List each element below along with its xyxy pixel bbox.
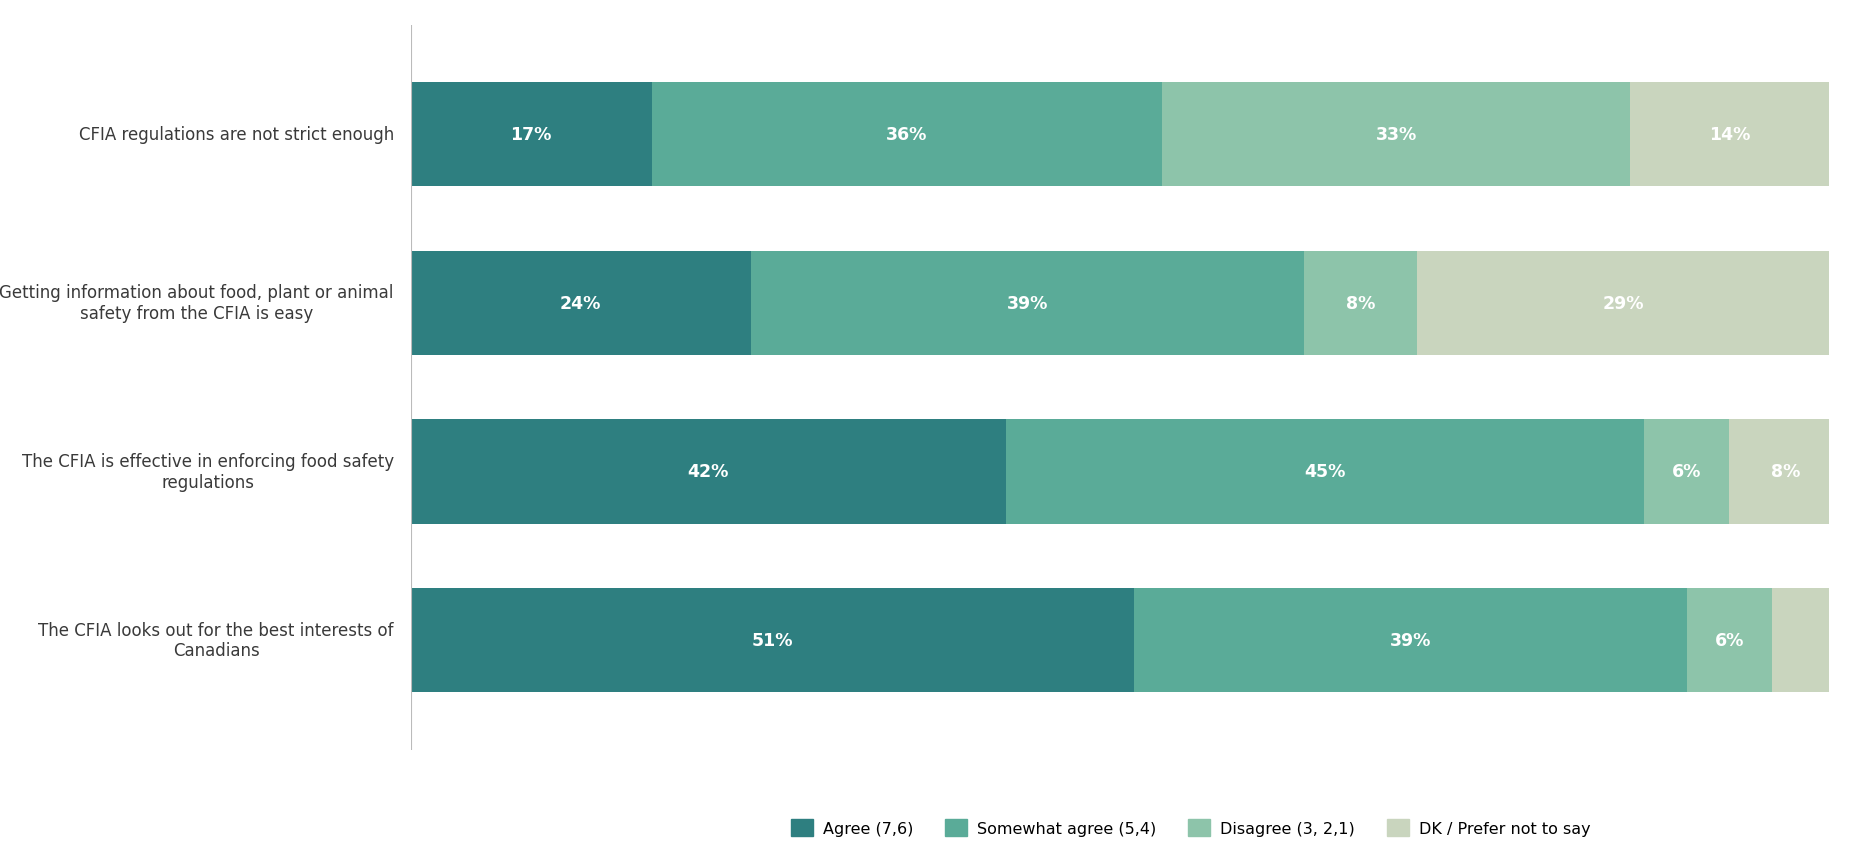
Text: 29%: 29% — [1603, 295, 1644, 313]
Text: 39%: 39% — [1008, 295, 1049, 313]
Bar — [1418, 251, 1829, 355]
Bar — [1730, 420, 1844, 524]
Bar — [750, 251, 1304, 355]
Bar — [1644, 420, 1730, 524]
Bar — [1304, 251, 1418, 355]
Text: 14%: 14% — [1709, 126, 1750, 144]
Text: 45%: 45% — [1304, 463, 1345, 481]
Text: 33%: 33% — [1375, 126, 1416, 144]
Legend: Agree (7,6), Somewhat agree (5,4), Disagree (3, 2,1), DK / Prefer not to say: Agree (7,6), Somewhat agree (5,4), Disag… — [791, 820, 1590, 836]
Text: 8%: 8% — [1345, 295, 1375, 313]
Bar — [1631, 83, 1829, 187]
Bar — [1163, 83, 1631, 187]
Text: 36%: 36% — [886, 126, 927, 144]
Text: 6%: 6% — [1715, 631, 1745, 649]
Bar — [1773, 588, 1829, 693]
Text: 51%: 51% — [752, 631, 793, 649]
Text: 8%: 8% — [1771, 463, 1801, 481]
Text: 6%: 6% — [1672, 463, 1702, 481]
Bar — [651, 83, 1163, 187]
Bar — [411, 420, 1006, 524]
Bar — [411, 83, 651, 187]
Text: 17%: 17% — [511, 126, 552, 144]
Text: 42%: 42% — [689, 463, 730, 481]
Bar — [1006, 420, 1644, 524]
Bar — [1135, 588, 1687, 693]
Bar — [411, 588, 1135, 693]
Bar — [1687, 588, 1773, 693]
Text: 24%: 24% — [560, 295, 601, 313]
Bar — [411, 251, 750, 355]
Text: 39%: 39% — [1390, 631, 1431, 649]
